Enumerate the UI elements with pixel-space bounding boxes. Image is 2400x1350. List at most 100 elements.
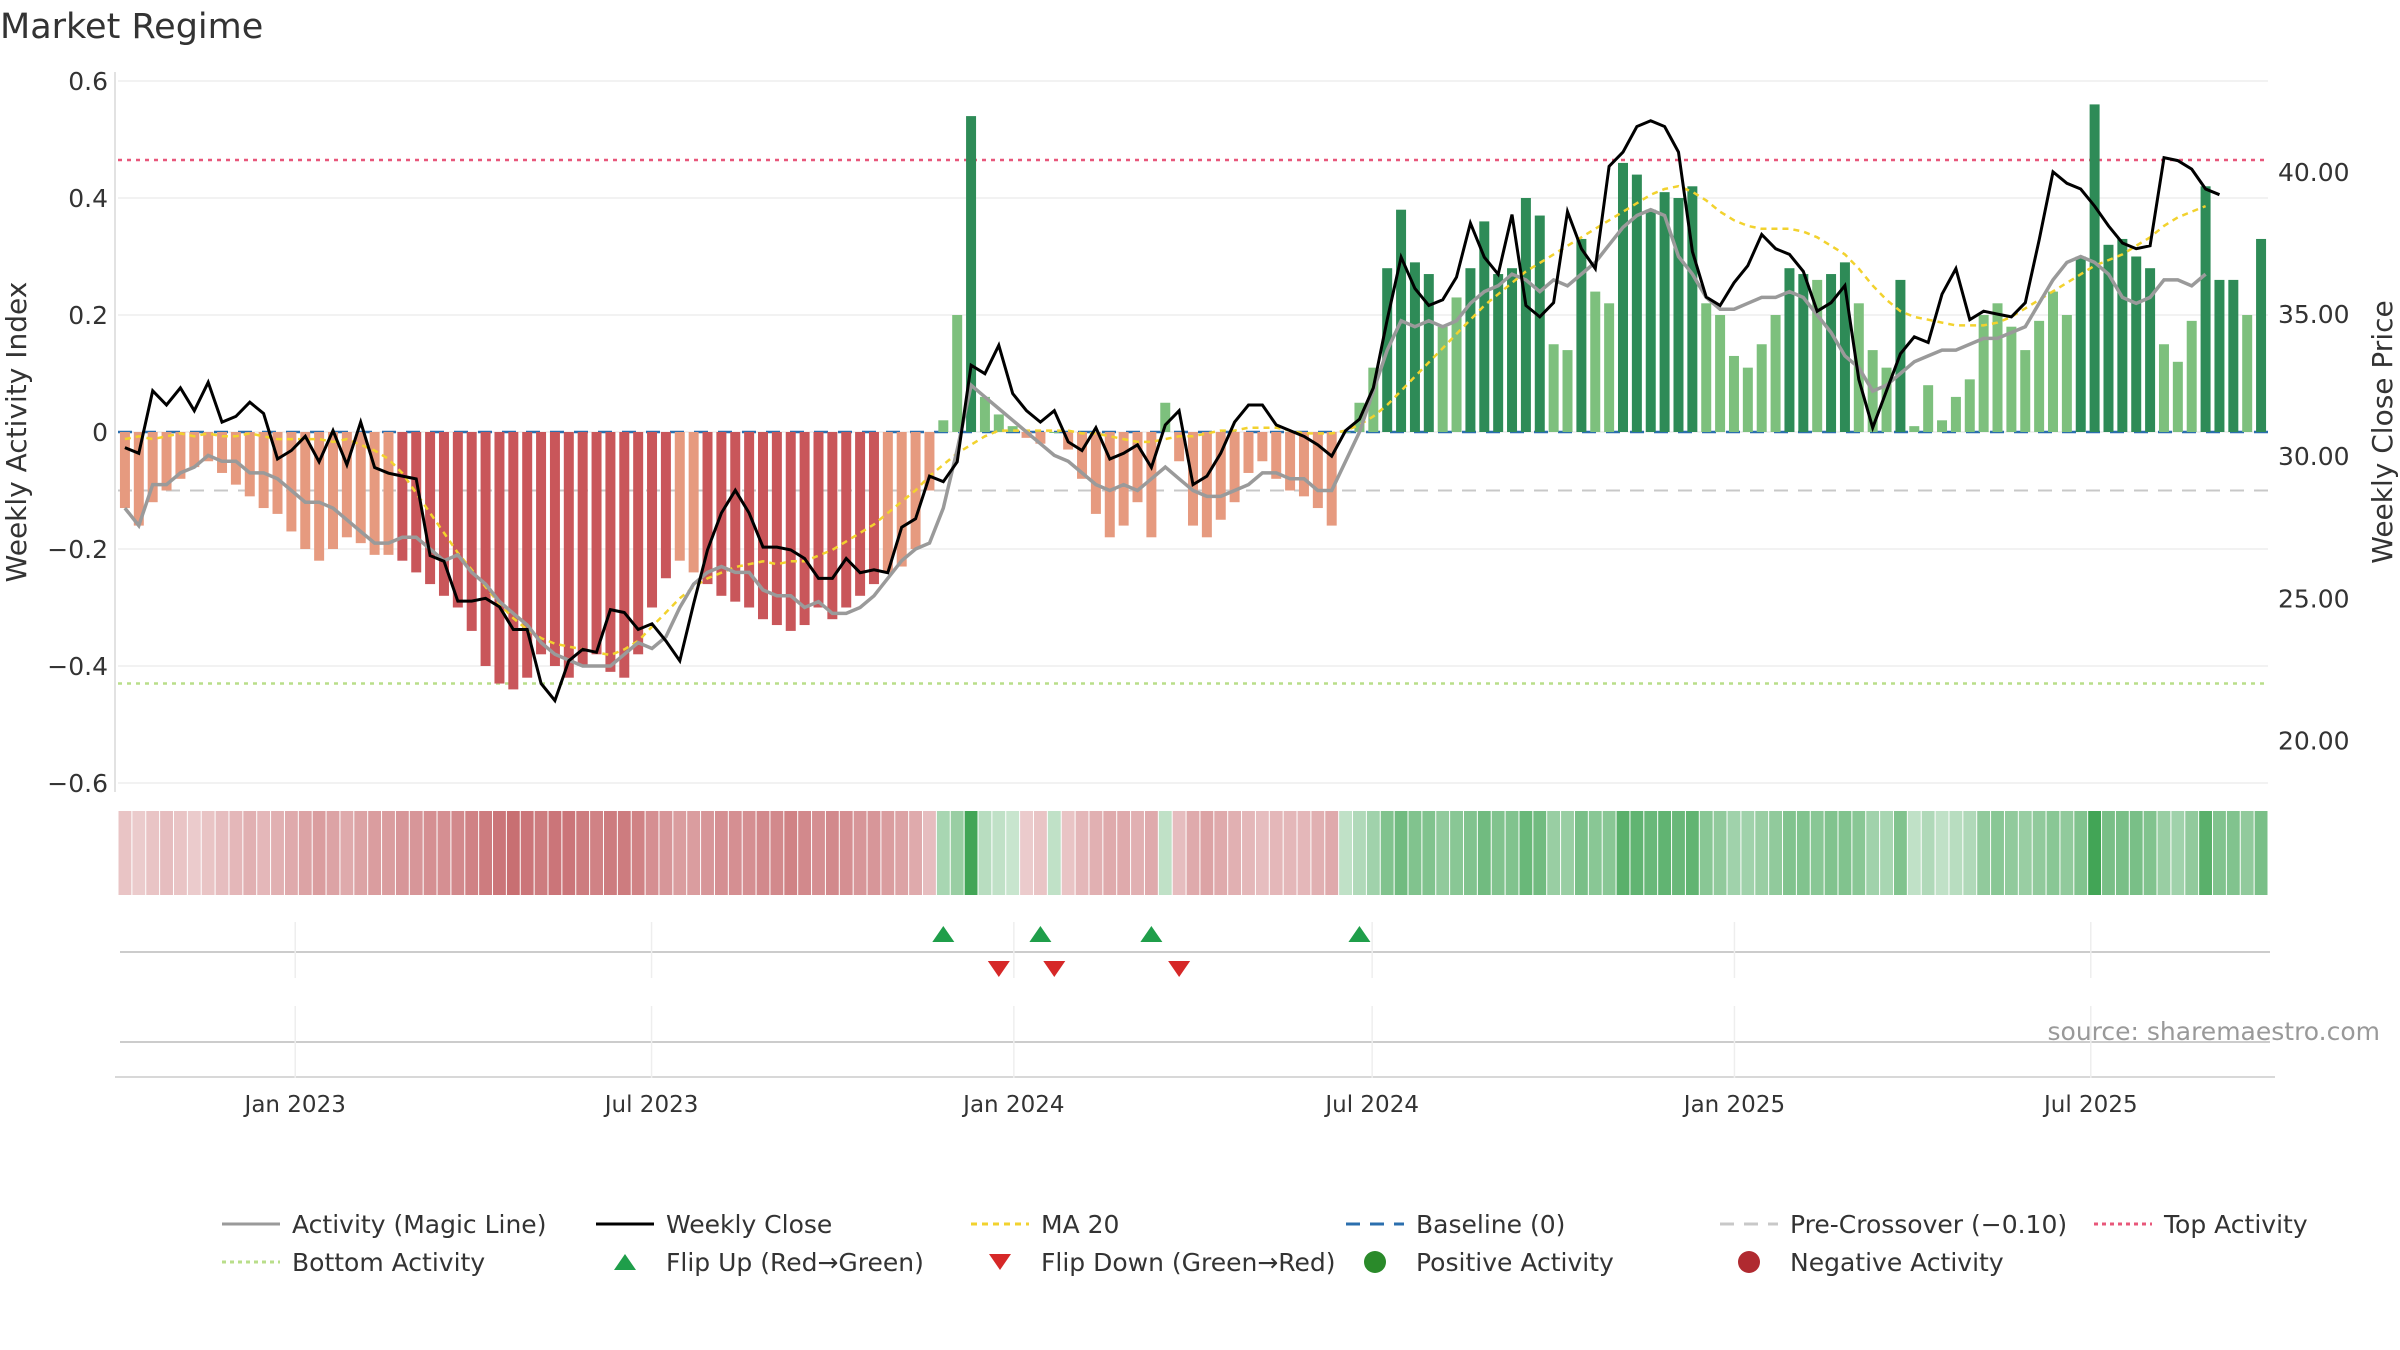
- legend: Activity (Magic Line) Weekly Close MA 20 Ba…: [222, 1210, 2308, 1277]
- activity-bar: [993, 414, 1004, 432]
- legend-label: Negative Activity: [1790, 1248, 2004, 1277]
- legend-label: Top Activity: [2163, 1210, 2308, 1239]
- regime-cell: [1228, 811, 1242, 895]
- regime-cell: [1214, 811, 1228, 895]
- activity-bar: [119, 432, 130, 509]
- regime-cell: [257, 811, 271, 895]
- activity-bar: [494, 432, 505, 684]
- activity-bar: [1645, 209, 1656, 432]
- activity-bar: [133, 432, 144, 526]
- regime-cell: [1866, 811, 1880, 895]
- regime-cell: [1020, 811, 1033, 895]
- left-tick-label: −0.2: [47, 535, 108, 564]
- regime-cell: [1255, 811, 1269, 895]
- regime-cell: [326, 811, 340, 895]
- regime-cell: [2185, 811, 2199, 895]
- regime-cell: [1963, 811, 1977, 895]
- activity-bar: [2048, 291, 2058, 432]
- x-tick-label: Jul 2024: [1323, 1092, 1419, 1118]
- regime-cell: [1158, 811, 1172, 895]
- activity-bar: [1368, 367, 1379, 432]
- regime-cell: [1491, 811, 1505, 895]
- regime-cell: [645, 811, 659, 895]
- reference-lines: [118, 158, 2268, 685]
- regime-cell: [1242, 811, 1255, 895]
- regime-cell: [1852, 811, 1866, 895]
- regime-cell: [895, 811, 909, 895]
- flip-down-marker: [987, 961, 1010, 977]
- activity-bar: [230, 432, 241, 485]
- regime-cell: [1838, 811, 1852, 895]
- regime-cell: [1186, 811, 1200, 895]
- x-tick-label: Jan 2023: [243, 1092, 346, 1118]
- activity-bar: [2228, 279, 2239, 432]
- activity-bar: [536, 432, 547, 655]
- activity-bar: [1964, 379, 1975, 432]
- activity-bar: [1326, 432, 1337, 526]
- activity-bar: [1839, 262, 1850, 432]
- regime-cell: [2157, 811, 2171, 895]
- regime-cell: [271, 811, 284, 895]
- activity-bar: [1673, 198, 1684, 432]
- regime-cell: [2032, 811, 2046, 895]
- regime-cell: [784, 811, 798, 895]
- regime-cell: [2046, 811, 2060, 895]
- regime-cell: [714, 811, 728, 895]
- regime-cell: [1103, 811, 1117, 895]
- activity-bar: [1298, 432, 1309, 497]
- legend-item: MA 20: [971, 1210, 1119, 1239]
- regime-cell: [1699, 811, 1713, 895]
- activity-bars: [119, 104, 2267, 690]
- regime-cell: [673, 811, 687, 895]
- regime-cell: [590, 811, 603, 895]
- activity-bar: [1742, 367, 1753, 432]
- activity-bar: [813, 432, 824, 608]
- regime-cell: [1463, 811, 1477, 895]
- regime-cell: [229, 811, 243, 895]
- regime-cell: [1561, 811, 1574, 895]
- legend-label: Bottom Activity: [292, 1248, 485, 1277]
- activity-bar: [147, 432, 158, 503]
- activity-bar: [1007, 426, 1018, 432]
- activity-bar: [2131, 256, 2142, 432]
- regime-cell: [950, 811, 964, 895]
- x-tick-label: Jan 2024: [961, 1092, 1064, 1118]
- activity-bar: [1520, 198, 1531, 432]
- regime-cell: [243, 811, 257, 895]
- regime-cell: [687, 811, 701, 895]
- activity-bar: [938, 420, 949, 432]
- activity-bar: [1229, 432, 1240, 503]
- activity-bar: [549, 432, 560, 666]
- regime-cell: [479, 811, 493, 895]
- regime-cell: [603, 811, 617, 895]
- regime-cell: [1131, 811, 1144, 895]
- activity-bar: [383, 432, 394, 555]
- regime-cell: [1353, 811, 1366, 895]
- regime-cell: [1685, 811, 1699, 895]
- activity-bar: [1909, 426, 1920, 432]
- regime-cell: [1935, 811, 1949, 895]
- regime-cell: [2115, 811, 2129, 895]
- right-tick-label: 25.00: [2278, 584, 2350, 613]
- legend-item: Top Activity: [2094, 1210, 2308, 1239]
- regime-cell: [1269, 811, 1283, 895]
- activity-bar: [1104, 432, 1115, 538]
- flip-down-marker: [1043, 961, 1066, 977]
- activity-bar: [2020, 350, 2031, 432]
- legend-item: Flip Up (Red→Green): [614, 1248, 924, 1277]
- regime-cell: [1047, 811, 1061, 895]
- activity-bar: [272, 432, 283, 514]
- regime-cell: [562, 811, 576, 895]
- regime-cell: [1630, 811, 1644, 895]
- dot-icon: [1364, 1251, 1386, 1273]
- activity-bar: [438, 432, 449, 596]
- activity-bar: [924, 432, 935, 491]
- right-tick-label: 35.00: [2278, 300, 2350, 329]
- regime-cell: [1394, 811, 1408, 895]
- regime-cell: [1380, 811, 1394, 895]
- regime-cell: [2088, 811, 2102, 895]
- regime-cell: [881, 811, 895, 895]
- flip-up-marker: [1140, 926, 1163, 942]
- regime-cell: [1824, 811, 1838, 895]
